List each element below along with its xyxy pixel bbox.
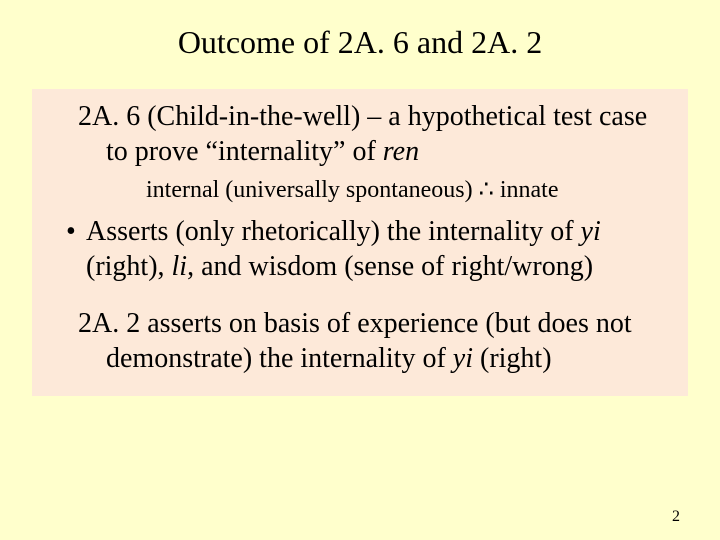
- bullet-marker: •: [50, 214, 86, 249]
- term-ren: ren: [383, 136, 419, 167]
- para2-text-b: (right): [473, 343, 552, 374]
- bullet-asserts: • Asserts (only rhetorically) the intern…: [50, 214, 670, 284]
- bullet-seg-b: (right),: [86, 251, 172, 282]
- para1-text: 2A. 6 (Child-in-the-well) – a hypothetic…: [78, 101, 647, 167]
- therefore-symbol: ∴: [479, 177, 494, 203]
- page-number: 2: [672, 508, 680, 526]
- term-yi-2: yi: [453, 343, 473, 374]
- slide-title: Outcome of 2A. 6 and 2A. 2: [40, 24, 680, 61]
- content-box: 2A. 6 (Child-in-the-well) – a hypothetic…: [32, 89, 688, 396]
- term-yi-1: yi: [581, 216, 601, 247]
- bullet-seg-c: , and wisdom (sense of right/wrong): [187, 251, 593, 282]
- paragraph-2a6: 2A. 6 (Child-in-the-well) – a hypothetic…: [50, 99, 670, 169]
- slide: Outcome of 2A. 6 and 2A. 2 2A. 6 (Child-…: [0, 0, 720, 540]
- bullet-seg-a: Asserts (only rhetorically) the internal…: [86, 216, 581, 247]
- paragraph-2a2: 2A. 2 asserts on basis of experience (bu…: [50, 306, 670, 376]
- subline-right: innate: [494, 177, 559, 203]
- subline-left: internal (universally spontaneous): [146, 177, 479, 203]
- bullet-text: Asserts (only rhetorically) the internal…: [86, 214, 670, 284]
- term-li: li: [172, 251, 188, 282]
- subline-internal-innate: internal (universally spontaneous) ∴ inn…: [50, 175, 670, 204]
